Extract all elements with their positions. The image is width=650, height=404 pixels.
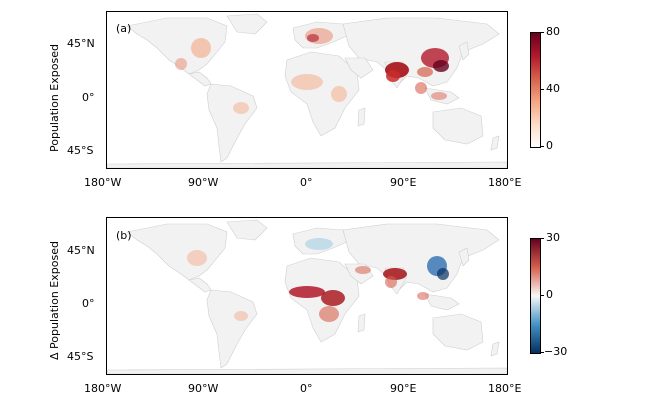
panel-a-xtick-90w: 90°W <box>188 176 219 189</box>
panel-b-ytick-0: 0° <box>82 297 95 310</box>
panel-b-ytick-45s: 45°S <box>67 350 94 363</box>
panel-a-ytick-0: 0° <box>82 91 95 104</box>
panel-a-xtick-180e: 180°E <box>488 176 522 189</box>
panel-a-cbar-mark-40 <box>540 89 544 90</box>
panel-b-xtick-0: 0° <box>300 382 313 395</box>
panel-a-colorbar <box>530 32 541 148</box>
panel-b-ytick-45n: 45°N <box>67 244 95 257</box>
panel-b-xtick-180w: 180°W <box>84 382 122 395</box>
panel-b-cbar-mark-0 <box>540 295 544 296</box>
panel-a-map <box>106 11 508 169</box>
panel-a-cbar-tick-40: 40 <box>546 82 560 95</box>
panel-b-change-hotspots <box>187 238 449 322</box>
panel-b-xtick-90w: 90°W <box>188 382 219 395</box>
panel-b-xtick-180e: 180°E <box>488 382 522 395</box>
panel-a-cbar-tick-80: 80 <box>546 25 560 38</box>
panel-a-ytick-45s: 45°S <box>67 144 94 157</box>
panel-a-cbar-mark-0 <box>540 146 544 147</box>
panel-b-colorbar <box>530 238 541 354</box>
panel-b-cbar-tick-0: 0 <box>546 288 553 301</box>
panel-b-letter: (b) <box>116 229 132 242</box>
panel-a-xtick-180w: 180°W <box>84 176 122 189</box>
panel-b-cbar-tick-neg30: −30 <box>544 345 568 358</box>
panel-a-cbar-tick-0: 0 <box>546 139 553 152</box>
panel-a-landmass <box>107 13 507 168</box>
panel-a-letter: (a) <box>116 22 132 35</box>
panel-b-ylabel: Δ Population Exposed <box>48 241 61 360</box>
panel-a-xtick-90e: 90°E <box>390 176 417 189</box>
panel-a-xtick-0: 0° <box>300 176 313 189</box>
panel-b-cbar-mark-30 <box>540 238 544 239</box>
panel-b-cbar-tick-30: 30 <box>546 231 560 244</box>
panel-a-ylabel: Population Exposed <box>48 44 61 152</box>
panel-a-cbar-mark-80 <box>540 32 544 33</box>
panel-a-exposure-hotspots <box>175 28 449 114</box>
panel-b-map <box>106 217 508 375</box>
panel-b-cbar-mark-neg30 <box>540 352 544 353</box>
panel-b-xtick-90e: 90°E <box>390 382 417 395</box>
panel-a-ytick-45n: 45°N <box>67 37 95 50</box>
